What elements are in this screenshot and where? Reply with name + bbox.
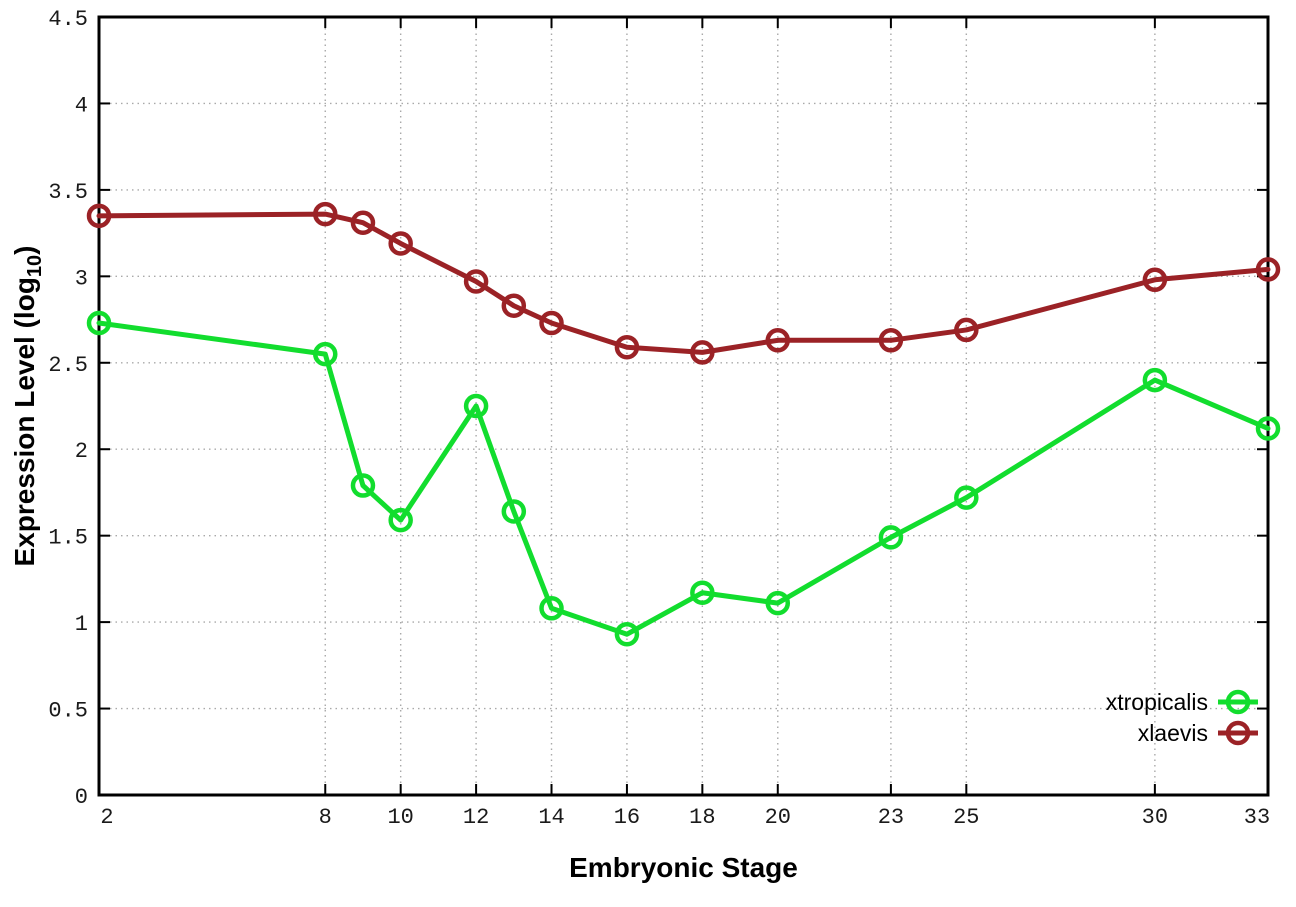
series-marker-xtropicalis (388, 507, 413, 533)
series-marker-xtropicalis (878, 525, 904, 550)
y-tick-label: 4.5 (48, 7, 88, 32)
series-marker-xtropicalis (765, 590, 791, 616)
series-marker-xlaevis (1255, 257, 1281, 282)
series-marker-xlaevis (501, 293, 527, 318)
series-marker-xtropicalis (954, 485, 979, 510)
legend-marker-xlaevis (1225, 720, 1251, 746)
series-line-xlaevis (96, 211, 1271, 355)
y-tick-label: 1.5 (48, 526, 88, 551)
series-marker-xtropicalis (690, 580, 715, 605)
x-tick-label: 25 (953, 805, 979, 830)
series-marker-xlaevis (1142, 267, 1168, 293)
x-tick-label: 2 (100, 805, 113, 830)
series-marker-xtropicalis (313, 341, 338, 367)
y-tick-label: 3.5 (48, 180, 88, 205)
y-tick-label: 0.5 (48, 699, 88, 724)
series-marker-xtropicalis (539, 596, 564, 621)
series-marker-xlaevis (690, 340, 715, 365)
x-tick-label: 12 (463, 805, 489, 830)
y-tick-label: 2.5 (48, 353, 88, 378)
x-tick-label: 30 (1142, 805, 1168, 830)
x-tick-label: 14 (538, 805, 564, 830)
series-marker-xtropicalis (463, 393, 489, 419)
series-marker-xlaevis (539, 310, 564, 336)
x-tick-label: 20 (765, 805, 791, 830)
y-tick-label: 2 (75, 439, 88, 464)
series-marker-xlaevis (614, 334, 640, 360)
x-tick-label: 8 (319, 805, 332, 830)
series-marker-xtropicalis (1142, 367, 1168, 393)
legend-marker-xtropicalis (1225, 689, 1251, 715)
series-marker-xlaevis (954, 317, 979, 343)
series-marker-xtropicalis (501, 499, 527, 524)
x-tick-label: 16 (614, 805, 640, 830)
plot-border (97, 15, 1270, 797)
legend-label-xlaevis: xlaevis (1138, 720, 1208, 746)
x-axis-title: Embryonic Stage (569, 852, 798, 883)
x-tick-label: 18 (689, 805, 715, 830)
y-tick-label: 0 (75, 785, 88, 810)
y-axis-title: Expression Level (log10) (9, 246, 46, 567)
series-marker-xlaevis (878, 328, 904, 353)
series-marker-xlaevis (86, 203, 112, 229)
series-marker-xtropicalis (86, 310, 112, 336)
series-marker-xlaevis (463, 269, 489, 294)
series-marker-xlaevis (388, 231, 413, 256)
series-marker-xtropicalis (1255, 416, 1281, 441)
series-marker-xlaevis (313, 201, 338, 227)
y-tick-label: 4 (75, 93, 88, 118)
y-tick-label: 1 (75, 612, 88, 637)
x-tick-label: 33 (1244, 805, 1270, 830)
series-line-xtropicalis (96, 320, 1271, 637)
x-tick-label: 23 (878, 805, 904, 830)
series-marker-xtropicalis (614, 621, 640, 647)
series-marker-xlaevis (765, 328, 791, 353)
y-tick-label: 3 (75, 266, 88, 291)
legend-label-xtropicalis: xtropicalis (1106, 689, 1208, 715)
x-tick-label: 10 (387, 805, 413, 830)
series-marker-xlaevis (350, 210, 376, 235)
series-marker-xtropicalis (350, 473, 376, 498)
